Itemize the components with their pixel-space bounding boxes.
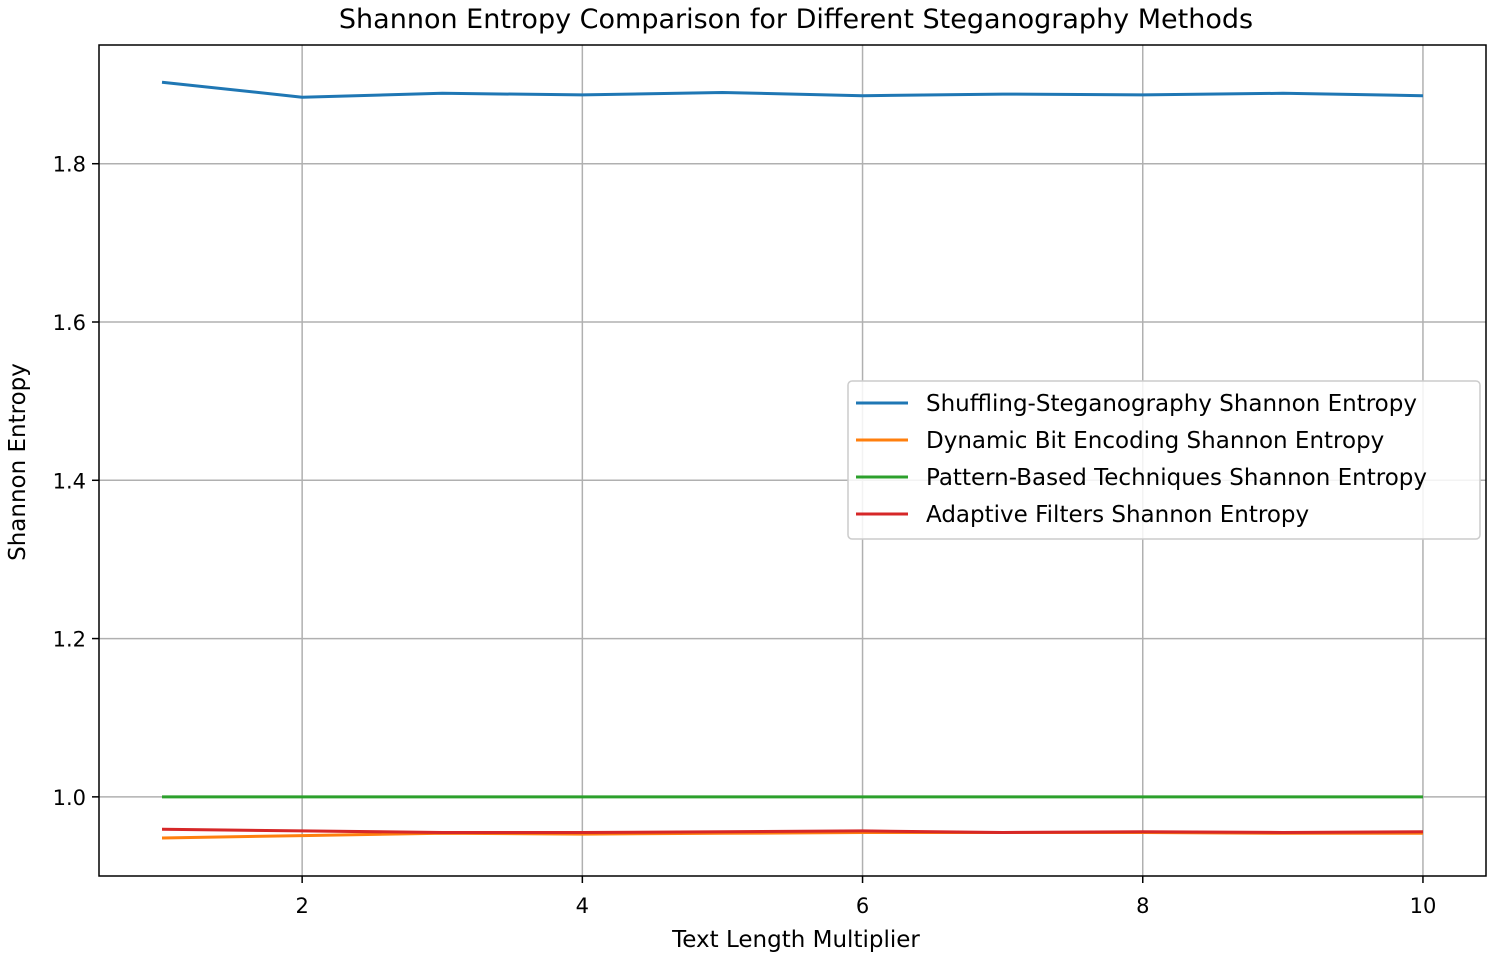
- y-tick-label: 1.4: [53, 469, 86, 493]
- legend-label: Shuffling-Steganography Shannon Entropy: [926, 391, 1417, 417]
- x-tick-label: 10: [1410, 894, 1437, 918]
- x-tick-label: 2: [295, 894, 308, 918]
- legend-label: Pattern-Based Techniques Shannon Entropy: [926, 465, 1427, 491]
- series-line-1: [161, 80, 1424, 99]
- y-axis-label: Shannon Entropy: [5, 363, 31, 561]
- y-tick-label: 1.2: [53, 628, 86, 652]
- series-lines: [161, 80, 1424, 840]
- y-tick-label: 1.0: [53, 786, 86, 810]
- series-line-4: [161, 827, 1424, 834]
- plot-frame: [98, 44, 1487, 877]
- x-tick-label: 8: [1136, 894, 1149, 918]
- legend-label: Adaptive Filters Shannon Entropy: [926, 502, 1309, 528]
- x-axis-label: Text Length Multiplier: [671, 927, 920, 953]
- x-tick-label: 4: [576, 894, 589, 918]
- chart-title: Shannon Entropy Comparison for Different…: [339, 4, 1253, 35]
- y-tick-label: 1.6: [53, 311, 86, 335]
- legend: Shuffling-Steganography Shannon Entropy D…: [847, 380, 1481, 540]
- legend-box: [847, 380, 1481, 540]
- legend-label: Dynamic Bit Encoding Shannon Entropy: [926, 428, 1384, 454]
- x-tick-label: 6: [856, 894, 869, 918]
- y-axis-ticks: 1.0 1.2 1.4 1.6 1.8: [53, 153, 99, 810]
- x-axis-ticks: 2 4 6 8 10: [295, 876, 1436, 918]
- y-tick-label: 1.8: [53, 153, 86, 177]
